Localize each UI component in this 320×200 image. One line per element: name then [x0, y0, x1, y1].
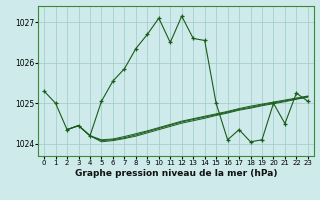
X-axis label: Graphe pression niveau de la mer (hPa): Graphe pression niveau de la mer (hPa) — [75, 169, 277, 178]
